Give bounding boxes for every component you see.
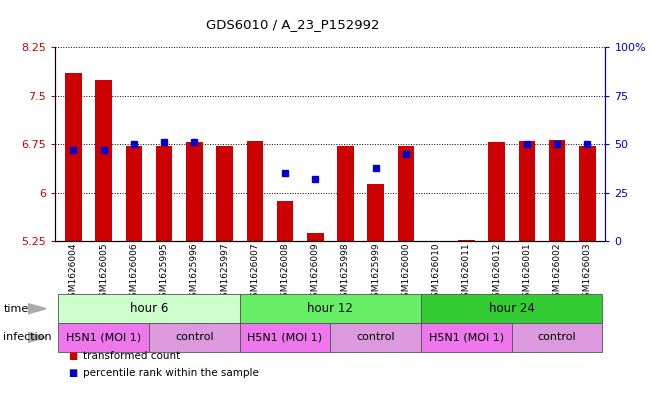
Polygon shape — [28, 332, 46, 342]
Text: hour 12: hour 12 — [307, 302, 353, 315]
Bar — [216, 146, 233, 241]
Bar — [579, 145, 596, 241]
Text: percentile rank within the sample: percentile rank within the sample — [83, 368, 258, 378]
Text: transformed count: transformed count — [83, 351, 180, 361]
Text: GDS6010 / A_23_P152992: GDS6010 / A_23_P152992 — [206, 18, 380, 31]
Bar — [186, 142, 202, 241]
Text: H5N1 (MOI 1): H5N1 (MOI 1) — [247, 332, 323, 342]
Text: hour 24: hour 24 — [489, 302, 534, 315]
Bar — [156, 146, 173, 241]
Bar — [488, 142, 505, 241]
Bar — [65, 73, 82, 241]
Bar — [458, 240, 475, 241]
Text: H5N1 (MOI 1): H5N1 (MOI 1) — [66, 332, 141, 342]
Text: time: time — [3, 304, 29, 314]
Bar — [337, 146, 353, 241]
Bar — [519, 141, 535, 241]
Text: H5N1 (MOI 1): H5N1 (MOI 1) — [429, 332, 504, 342]
Text: ■: ■ — [68, 368, 77, 378]
Bar — [549, 140, 565, 241]
Bar — [307, 233, 324, 241]
Bar — [398, 146, 414, 241]
Bar — [247, 141, 263, 241]
Text: control: control — [538, 332, 576, 342]
Polygon shape — [28, 304, 46, 314]
Text: hour 6: hour 6 — [130, 302, 168, 315]
Text: control: control — [175, 332, 214, 342]
Bar — [277, 200, 294, 241]
Text: infection: infection — [3, 332, 52, 342]
Text: ■: ■ — [68, 351, 77, 361]
Text: control: control — [356, 332, 395, 342]
Bar — [96, 79, 112, 241]
Bar — [367, 184, 384, 241]
Bar — [126, 146, 142, 241]
